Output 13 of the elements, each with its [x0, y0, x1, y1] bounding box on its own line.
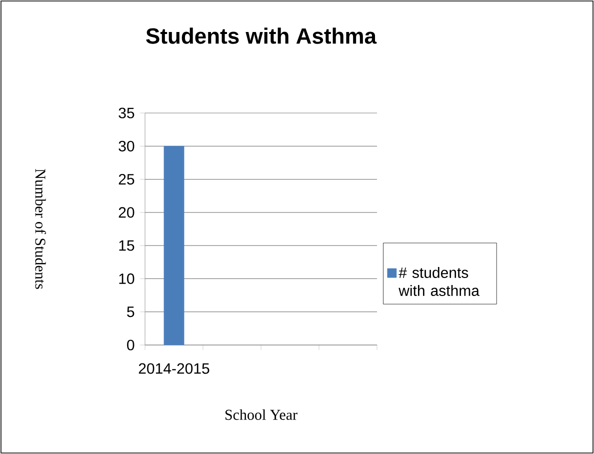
- y-tick-label: 35: [118, 108, 134, 118]
- chart-title: Students with Asthma: [146, 28, 377, 44]
- x-tick-label: 2014-2015: [138, 363, 210, 374]
- y-tick-label: 20: [118, 207, 134, 218]
- y-tick-label: 25: [118, 174, 134, 185]
- y-tick-label: 15: [119, 240, 134, 251]
- x-axis-title: School Year: [225, 409, 298, 420]
- legend-label: # students with asthma: [398, 266, 480, 296]
- y-axis-title: Number of Students: [35, 169, 46, 289]
- y-tick-label: 30: [118, 140, 134, 152]
- y-tick-label: 0: [127, 340, 134, 350]
- y-tick-label: 5: [127, 306, 134, 318]
- y-tick-label: 10: [119, 273, 134, 284]
